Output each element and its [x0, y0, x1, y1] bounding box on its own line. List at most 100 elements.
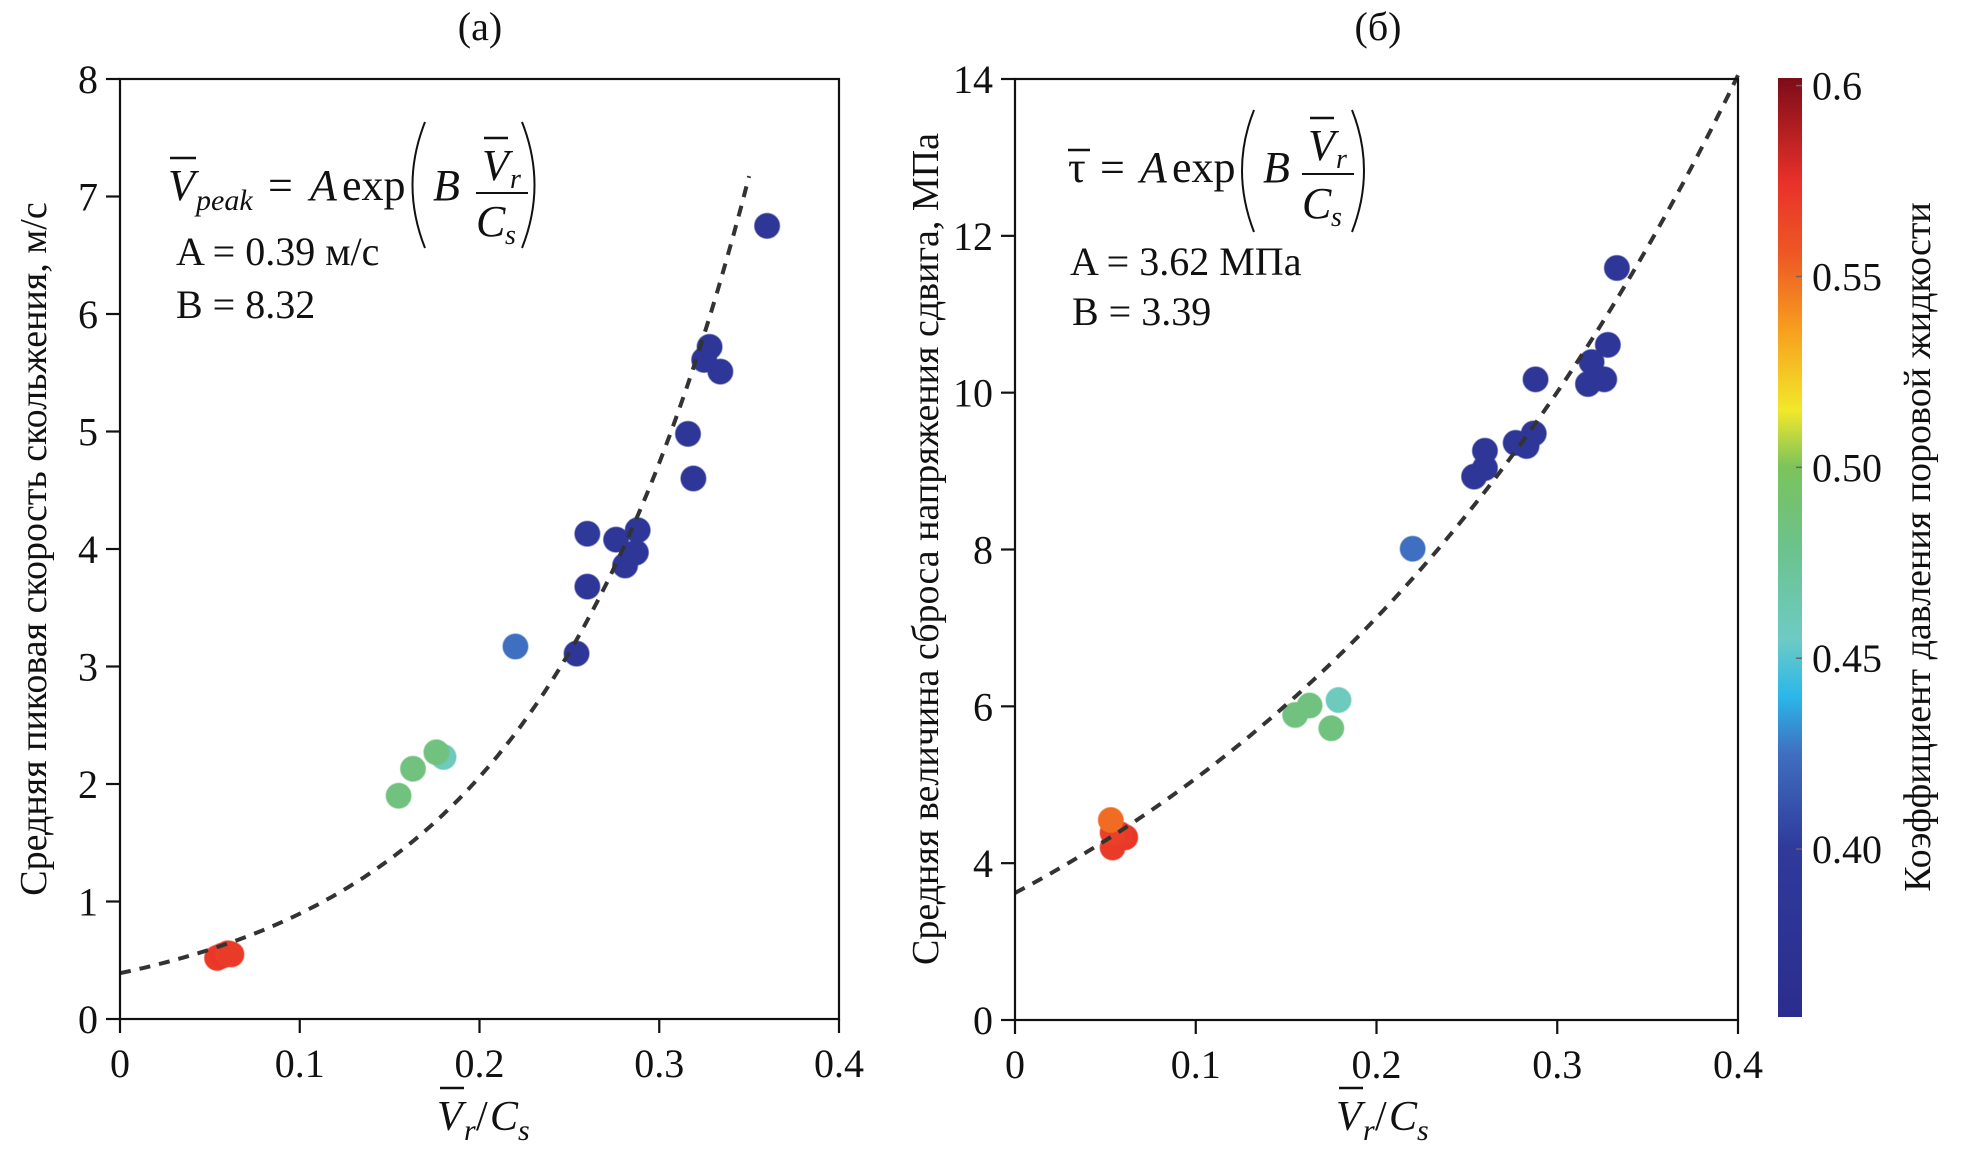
eq-a-exp: exp — [342, 161, 406, 210]
panel-b-x-label: V r / C s — [1336, 1086, 1429, 1147]
colorbar-gradient — [1778, 78, 1802, 1017]
xlabel-b-slash: / — [1375, 1094, 1387, 1140]
y-tick-label: 10 — [953, 371, 993, 416]
eq-a-A: A — [307, 161, 338, 210]
data-point — [674, 420, 702, 448]
data-point — [574, 520, 601, 547]
eq-b-lhs: τ — [1068, 143, 1086, 192]
data-point — [1520, 420, 1548, 447]
data-point — [399, 755, 427, 782]
y-tick-label: 0 — [78, 997, 98, 1042]
y-tick-label: 6 — [78, 292, 98, 337]
y-tick-label: 3 — [78, 645, 98, 690]
colorbar: 0.40 0.45 0.50 0.55 0.6 Коэффициент давления… — [1778, 64, 1939, 1017]
colorbar-label: Коэффициент давления поровой жидкости — [1897, 202, 1939, 892]
data-point — [502, 633, 529, 660]
eq-b-lparen — [1241, 109, 1255, 233]
eq-a-den: C — [476, 197, 506, 246]
data-point — [1603, 254, 1631, 282]
xlabel-a-sub1: r — [464, 1114, 476, 1147]
x-tick-label: 0.3 — [634, 1041, 684, 1086]
eq-a-num-sub: r — [510, 164, 521, 195]
panel-a-x-label: V r / C s — [437, 1086, 530, 1147]
y-tick-label: 14 — [953, 57, 993, 102]
x-tick-label: 0 — [110, 1041, 130, 1086]
eq-b-num: V — [1308, 121, 1340, 170]
panel-a-y-ticks: 0 1 2 3 4 5 6 7 8 — [78, 57, 120, 1042]
data-point — [753, 212, 781, 240]
panel-b-y-ticks: 0 4 6 8 10 12 14 — [953, 57, 1015, 1043]
panel-b: (б) 0 0.1 0.2 0.3 0.4 0 4 6 8 10 12 14 τ = A exp B… — [905, 4, 1763, 1147]
eq-b-rparen — [1351, 109, 1365, 233]
y-tick-label: 6 — [973, 684, 993, 729]
xlabel-a-c: C — [490, 1094, 519, 1140]
y-tick-label: 4 — [973, 841, 993, 886]
eq-a-lhs: V — [168, 161, 200, 210]
x-tick-label: 0.2 — [455, 1041, 505, 1086]
data-point — [680, 465, 707, 492]
xlabel-b-sub1: r — [1363, 1114, 1375, 1147]
panel-b-equation: τ = A exp B V r C s A = 3.62 МПа B = 3.3… — [1068, 109, 1365, 334]
panel-a-equation: V peak = A exp B V r C s A = 0.39 м/с B … — [168, 121, 536, 327]
data-point — [624, 516, 651, 544]
y-tick-label: 8 — [78, 57, 98, 102]
panel-a-title: (a) — [458, 4, 502, 49]
colorbar-ticks: 0.40 0.45 0.50 0.55 0.6 — [1796, 64, 1882, 872]
data-point — [385, 782, 412, 809]
y-tick-label: 12 — [953, 214, 993, 259]
xlabel-b-v: V — [1336, 1094, 1366, 1140]
data-point — [574, 573, 601, 600]
data-point — [1399, 535, 1426, 562]
panel-b-title: (б) — [1355, 4, 1402, 49]
x-tick-label: 0 — [1005, 1042, 1025, 1087]
y-tick-label: 4 — [78, 527, 98, 572]
data-point — [1325, 686, 1352, 714]
eq-a-equals: = — [268, 161, 293, 210]
panel-b-x-ticks: 0 0.1 0.2 0.3 0.4 — [1005, 1020, 1763, 1087]
x-tick-label: 0.2 — [1352, 1042, 1402, 1087]
data-point — [218, 941, 245, 968]
eq-a-den-sub: s — [505, 220, 516, 251]
eq-b-param-A: A = 3.62 МПа — [1070, 239, 1302, 284]
colorbar-tick-label: 0.55 — [1812, 254, 1882, 299]
y-tick-label: 2 — [78, 762, 98, 807]
eq-b-num-sub: r — [1336, 144, 1347, 175]
eq-b-param-B: B = 3.39 — [1072, 289, 1211, 334]
xlabel-a-slash: / — [476, 1094, 488, 1140]
x-tick-label: 0.4 — [814, 1041, 864, 1086]
eq-a-lparen — [411, 121, 426, 249]
xlabel-b-c: C — [1389, 1094, 1418, 1140]
x-tick-label: 0.4 — [1713, 1042, 1763, 1087]
eq-a-B: B — [433, 161, 460, 210]
colorbar-tick-label: 0.45 — [1812, 636, 1882, 681]
panel-b-frame — [1013, 77, 1740, 1022]
panel-a-points — [203, 212, 781, 972]
panel-b-y-label: Средняя величина сброса напряжения сдвиг… — [905, 133, 947, 965]
data-point — [423, 739, 450, 766]
panel-a-fit-curve — [119, 175, 752, 976]
xlabel-a-v: V — [437, 1094, 467, 1140]
eq-b-A: A — [1137, 143, 1168, 192]
xlabel-a-sub2: s — [518, 1114, 530, 1147]
eq-b-exp: exp — [1172, 143, 1236, 192]
x-tick-label: 0.3 — [1532, 1042, 1582, 1087]
y-tick-label: 5 — [78, 410, 98, 455]
panel-b-points — [1097, 254, 1631, 861]
eq-b-den-sub: s — [1331, 202, 1342, 233]
data-point — [1318, 715, 1345, 742]
eq-b-equals: = — [1100, 143, 1125, 192]
panel-a: (a) 0 0.1 0.2 0.3 0.4 0 1 2 3 4 5 6 7 8 V peak = A e… — [13, 4, 864, 1147]
xlabel-b-sub2: s — [1417, 1114, 1429, 1147]
data-point — [1594, 331, 1622, 359]
x-tick-label: 0.1 — [1171, 1042, 1221, 1087]
y-tick-label: 1 — [78, 880, 98, 925]
eq-a-param-B: B = 8.32 — [176, 282, 315, 327]
colorbar-tick-label: 0.40 — [1812, 827, 1882, 872]
eq-a-param-A: A = 0.39 м/с — [176, 229, 379, 274]
data-point — [1471, 437, 1499, 464]
colorbar-tick-label: 0.50 — [1812, 445, 1882, 490]
eq-b-B: B — [1263, 143, 1290, 192]
panel-b-fit-curve — [1014, 74, 1740, 895]
panel-a-x-ticks: 0 0.1 0.2 0.3 0.4 — [110, 1019, 864, 1086]
